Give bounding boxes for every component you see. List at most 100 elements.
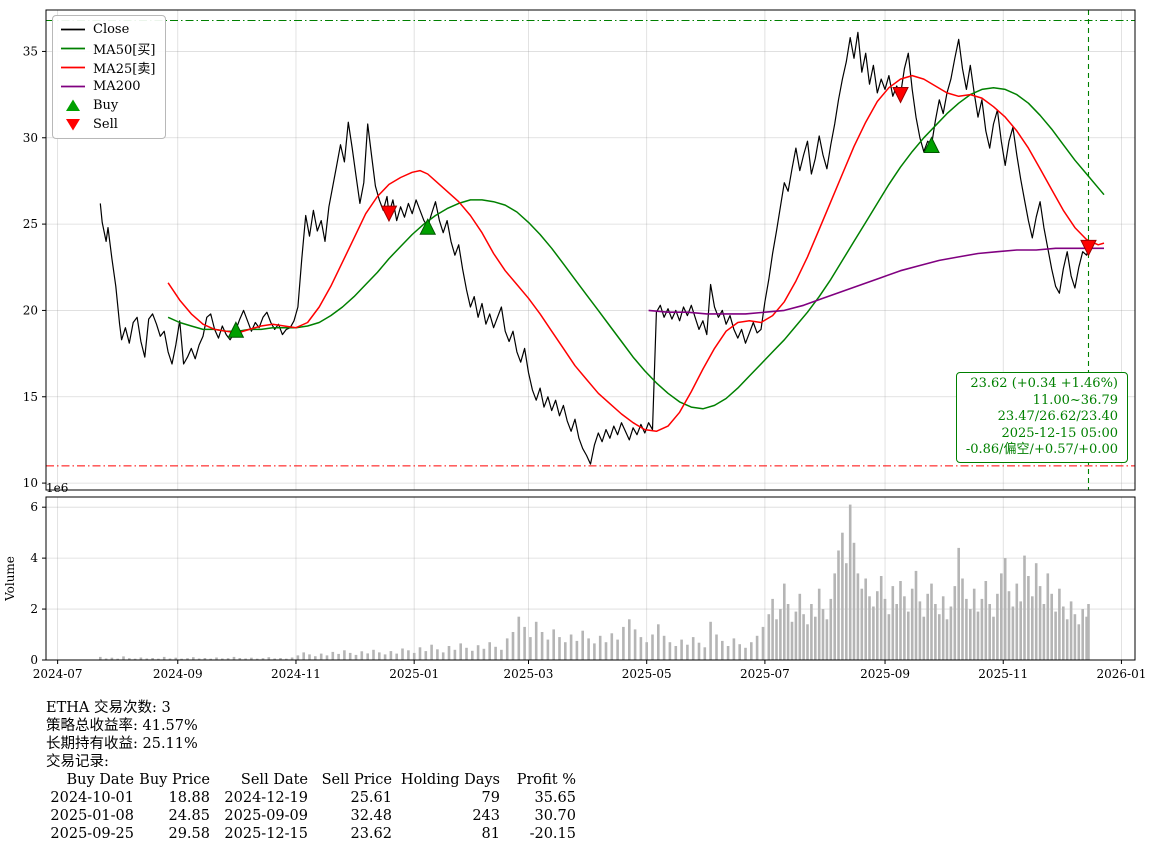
volume-bar bbox=[868, 596, 871, 660]
volume-bar bbox=[1046, 573, 1050, 660]
volume-bar bbox=[552, 629, 555, 660]
annotation-line: 23.62 (+0.34 +1.46%) bbox=[970, 376, 1118, 391]
price-y-tick-label: 30 bbox=[23, 131, 38, 145]
volume-bar bbox=[821, 609, 825, 660]
volume-bar bbox=[988, 604, 991, 660]
volume-bar bbox=[354, 654, 358, 660]
volume-bar bbox=[969, 609, 972, 660]
volume-bar bbox=[459, 643, 462, 660]
volume-bar bbox=[331, 651, 335, 660]
volume-bar bbox=[1031, 596, 1034, 660]
legend-label: Sell bbox=[93, 117, 118, 132]
volume-bar bbox=[238, 658, 242, 660]
volume-bar bbox=[1065, 619, 1069, 661]
buy-date-cell: 2025-09-25 bbox=[50, 826, 134, 842]
profit-pct-cell: 30.70 bbox=[534, 808, 576, 824]
volume-bar bbox=[668, 642, 672, 660]
price-y-tick-label: 15 bbox=[23, 390, 38, 404]
sell-price-cell: 32.48 bbox=[350, 808, 392, 824]
volume-bar bbox=[895, 604, 898, 660]
volume-bar bbox=[378, 652, 381, 660]
volume-bar bbox=[790, 621, 794, 660]
volume-bar bbox=[1062, 606, 1065, 660]
volume-bar bbox=[186, 658, 189, 660]
legend-triangle-down-icon bbox=[66, 119, 80, 131]
volume-bar bbox=[221, 658, 224, 660]
volume-bar bbox=[587, 638, 590, 660]
volume-bar bbox=[767, 614, 771, 660]
col-holding-days: Holding Days bbox=[400, 772, 500, 788]
volume-bar bbox=[197, 658, 201, 660]
sell-marker bbox=[380, 205, 398, 223]
price-y-tick-label: 25 bbox=[23, 217, 38, 231]
volume-bar bbox=[622, 626, 625, 660]
volume-bar bbox=[926, 593, 929, 660]
annotation-line: -0.86/偏空/+0.57/+0.00 bbox=[965, 442, 1118, 457]
buy-date-cell: 2024-10-01 bbox=[50, 790, 134, 806]
volume-y-tick-label: 4 bbox=[30, 551, 38, 565]
legend-label: MA200 bbox=[93, 79, 141, 94]
strategy-summary: ETHA 交易次数: 3 策略总收益率: 41.57% 长期持有收益: 25.1… bbox=[46, 699, 576, 843]
sell-marker bbox=[892, 86, 909, 104]
volume-bar bbox=[806, 624, 809, 660]
volume-bar bbox=[302, 652, 305, 660]
volume-bar bbox=[418, 647, 422, 660]
volume-bar bbox=[984, 581, 988, 660]
volume-bar bbox=[945, 619, 949, 661]
volume-bar bbox=[162, 656, 166, 660]
volume-bar bbox=[471, 650, 474, 660]
volume-bar bbox=[511, 632, 515, 660]
volume-bar bbox=[814, 616, 817, 660]
volume-bar bbox=[139, 657, 143, 660]
volume-plot-border bbox=[45, 496, 1136, 661]
volume-bar bbox=[864, 578, 867, 660]
volume-bar bbox=[651, 634, 654, 660]
volume-bar bbox=[564, 642, 567, 660]
legend-line-swatch bbox=[61, 47, 85, 50]
sell-marker bbox=[1080, 239, 1097, 257]
profit-pct-cell: 35.65 bbox=[534, 790, 576, 806]
volume-bar bbox=[505, 638, 509, 660]
volume-bar bbox=[465, 647, 468, 660]
volume-bar bbox=[337, 653, 340, 660]
volume-bar bbox=[837, 550, 840, 660]
volume-bar bbox=[992, 616, 995, 660]
volume-bar bbox=[856, 573, 860, 660]
volume-bar bbox=[941, 596, 945, 660]
trade-row: 2024-10-01 18.88 2024-12-19 25.61 79 35.… bbox=[46, 789, 576, 807]
price-y-tick-label: 20 bbox=[23, 303, 38, 317]
volume-bar bbox=[285, 658, 288, 660]
volume-bar bbox=[721, 640, 724, 660]
volume-bar bbox=[1042, 604, 1046, 660]
volume-bar bbox=[794, 611, 798, 660]
volume-bar bbox=[546, 639, 550, 660]
volume-bar bbox=[852, 542, 856, 660]
buy-marker bbox=[227, 321, 245, 338]
volume-bar bbox=[934, 604, 937, 660]
volume-bar bbox=[817, 588, 821, 660]
col-sell-date: Sell Date bbox=[240, 772, 308, 788]
volume-bar bbox=[110, 657, 114, 660]
volume-bar bbox=[575, 640, 579, 660]
x-tick-label: 2026-01 bbox=[1096, 667, 1146, 681]
volume-bar bbox=[232, 656, 236, 660]
volume-bar bbox=[750, 642, 753, 660]
legend-label: MA50[买] bbox=[93, 43, 156, 58]
holding-days-cell: 243 bbox=[472, 808, 500, 824]
volume-bar bbox=[1073, 614, 1077, 660]
buy-marker bbox=[923, 136, 940, 154]
volume-bar bbox=[938, 614, 941, 660]
volume-bar bbox=[360, 651, 364, 660]
x-tick-label: 2025-05 bbox=[622, 667, 672, 681]
volume-bar bbox=[168, 658, 172, 660]
volume-bar bbox=[267, 657, 271, 660]
volume-bar bbox=[180, 658, 183, 660]
volume-bar bbox=[887, 614, 891, 660]
volume-bar bbox=[372, 649, 375, 660]
volume-bar bbox=[697, 642, 701, 660]
volume-bar bbox=[529, 637, 532, 660]
volume-bar bbox=[604, 642, 608, 660]
volume-bar bbox=[674, 646, 678, 660]
volume-bar bbox=[1069, 601, 1073, 660]
volume-bar bbox=[314, 656, 317, 660]
